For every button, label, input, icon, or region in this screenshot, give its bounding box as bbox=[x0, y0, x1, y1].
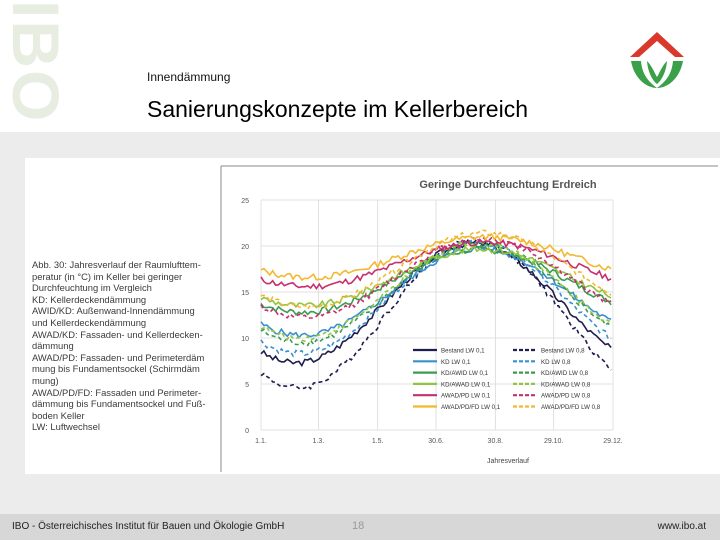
legend-label: AWAD/PD/FD LW 0,1 bbox=[441, 404, 501, 411]
legend-label: AWAD/PD LW 0,1 bbox=[441, 393, 491, 400]
series-line bbox=[260, 245, 612, 340]
x-axis-label: Jahresverlauf bbox=[487, 458, 529, 465]
legend-label: AWAD/PD LW 0,8 bbox=[541, 393, 591, 400]
y-tick-label: 5 bbox=[245, 382, 249, 389]
caption-line: mung) bbox=[32, 374, 59, 386]
slide-footer: IBO - Österreichisches Institut für Baue… bbox=[0, 514, 720, 540]
y-tick-label: 25 bbox=[241, 198, 249, 205]
legend-label: KD/AWID LW 0,8 bbox=[541, 370, 589, 377]
x-tick-label: 29.12. bbox=[603, 438, 623, 445]
legend-label: KD LW 0,1 bbox=[441, 359, 471, 366]
caption-line: Durchfeuchtung im Vergleich bbox=[32, 282, 152, 294]
y-tick-label: 20 bbox=[241, 244, 249, 251]
caption-line: dämmung bbox=[32, 340, 74, 352]
chart-legend: Bestand LW 0,1 Bestand LW 0,8 KD LW 0,1 KD … bbox=[413, 348, 601, 411]
chart-axes: 0 5 10 15 20 25 1.1. 1.3. 1.5. 30.6. 30.8. 29.10. 29… bbox=[241, 198, 623, 445]
x-tick-label: 29.10. bbox=[544, 438, 564, 445]
x-tick-label: 30.8. bbox=[488, 438, 504, 445]
caption-line: peratur (in °C) im Keller bei geringer bbox=[32, 270, 183, 282]
footer-institute: IBO - Österreichisches Institut für Baue… bbox=[12, 521, 285, 532]
legend-label: KD LW 0,8 bbox=[541, 359, 571, 366]
figure-caption: Abb. 30: Jahresverlauf der Raumlufttem- … bbox=[32, 259, 212, 433]
caption-line: AWID/KD: Außenwand-Innendämmung bbox=[32, 305, 195, 317]
x-tick-label: 1.5. bbox=[372, 438, 384, 445]
caption-line: und Kellerdeckendämmung bbox=[32, 316, 147, 328]
y-tick-label: 15 bbox=[241, 290, 249, 297]
caption-line: AWAD/KD: Fassaden- und Kellerdecken- bbox=[32, 328, 203, 340]
legend-label: KD/AWID LW 0,1 bbox=[441, 370, 489, 377]
series-line bbox=[260, 239, 612, 358]
legend-label: AWAD/PD/FD LW 0,8 bbox=[541, 404, 601, 411]
series-line bbox=[260, 245, 612, 316]
slide-subtitle: Innendämmung bbox=[147, 70, 231, 84]
series-line bbox=[260, 229, 612, 311]
legend-label: KD/AWAD LW 0,1 bbox=[441, 381, 491, 388]
caption-line: LW: Luftwechsel bbox=[32, 421, 100, 433]
series-line bbox=[260, 238, 612, 343]
caption-line: boden Keller bbox=[32, 409, 85, 421]
chart-series bbox=[260, 229, 612, 391]
x-tick-label: 1.1. bbox=[255, 438, 267, 445]
page-number: 18 bbox=[352, 520, 365, 532]
caption-line: KD: Kellerdeckendämmung bbox=[32, 293, 147, 305]
caption-line: AWAD/PD/FD: Fassaden und Perimeter- bbox=[32, 386, 202, 398]
series-line bbox=[260, 239, 612, 368]
ibo-logo-icon bbox=[630, 32, 684, 88]
ibo-watermark: IBO bbox=[0, 0, 73, 124]
y-tick-label: 10 bbox=[241, 336, 249, 343]
footer-url[interactable]: www.ibo.at bbox=[657, 521, 706, 532]
slide-header: IBO Innendämmung Sanierungskonzepte im K… bbox=[0, 0, 720, 132]
chart-title: Geringe Durchfeuchtung Erdreich bbox=[419, 179, 597, 191]
caption-line: mung bis Fundamentsockel (Schirmdäm bbox=[32, 363, 200, 375]
series-line bbox=[260, 233, 612, 281]
caption-line: dämmung bis Fundamentsockel und Fuß- bbox=[32, 398, 206, 410]
temperature-chart: Geringe Durchfeuchtung Erdreich 0 5 10 15 20… bbox=[220, 165, 718, 472]
slide-title: Sanierungskonzepte im Kellerbereich bbox=[147, 96, 528, 122]
series-line bbox=[260, 244, 612, 309]
legend-label: Bestand LW 0,8 bbox=[541, 348, 585, 355]
x-tick-label: 1.3. bbox=[313, 438, 325, 445]
legend-label: KD/AWAD LW 0,8 bbox=[541, 381, 591, 388]
legend-label: Bestand LW 0,1 bbox=[441, 348, 485, 355]
caption-line: Abb. 30: Jahresverlauf der Raumlufttem- bbox=[32, 259, 201, 270]
caption-line: AWAD/PD: Fassaden- und Perimeterdäm bbox=[32, 351, 205, 363]
series-line bbox=[260, 240, 612, 347]
x-tick-label: 30.6. bbox=[428, 438, 444, 445]
y-tick-label: 0 bbox=[245, 428, 249, 435]
